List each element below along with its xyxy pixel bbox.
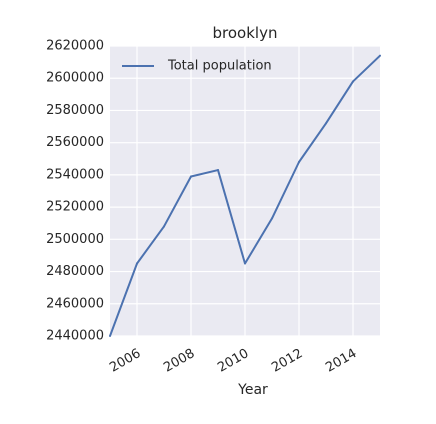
x-tick-label: 2010 bbox=[215, 346, 251, 376]
data-point bbox=[244, 262, 246, 265]
y-axis-ticks: 2440000 2460000 2480000 2500000 2520000 25400… bbox=[46, 39, 104, 344]
data-point bbox=[217, 169, 219, 172]
data-point bbox=[190, 175, 192, 178]
y-tick-label: 2460000 bbox=[46, 296, 104, 311]
data-point bbox=[271, 217, 273, 220]
y-tick-label: 2580000 bbox=[46, 103, 104, 118]
data-point bbox=[163, 225, 165, 228]
x-tick-label: 2012 bbox=[269, 346, 305, 376]
y-tick-label: 2600000 bbox=[46, 71, 104, 86]
x-tick-label: 2008 bbox=[161, 346, 197, 376]
data-point bbox=[109, 335, 111, 337]
y-tick-label: 2620000 bbox=[46, 39, 104, 54]
data-point bbox=[325, 122, 327, 125]
x-tick-label: 2014 bbox=[323, 346, 359, 376]
chart-title: brooklyn bbox=[213, 24, 278, 42]
x-tick-label: 2006 bbox=[107, 346, 143, 376]
x-axis-ticks: 2006 2008 2010 2012 2014 bbox=[107, 346, 359, 376]
x-axis-label: Year bbox=[237, 382, 268, 398]
y-tick-label: 2500000 bbox=[46, 232, 104, 247]
legend: Total population bbox=[122, 59, 272, 74]
series-layer bbox=[109, 54, 381, 337]
data-point bbox=[379, 54, 381, 57]
data-point bbox=[136, 262, 138, 265]
y-tick-label: 2560000 bbox=[46, 135, 104, 150]
legend-label: Total population bbox=[167, 59, 272, 74]
data-point bbox=[352, 80, 354, 83]
y-tick-label: 2440000 bbox=[46, 329, 104, 344]
y-tick-label: 2540000 bbox=[46, 167, 104, 182]
grid-lines bbox=[110, 45, 380, 337]
data-point bbox=[298, 161, 300, 163]
y-tick-label: 2480000 bbox=[46, 264, 104, 279]
y-tick-label: 2520000 bbox=[46, 200, 104, 215]
